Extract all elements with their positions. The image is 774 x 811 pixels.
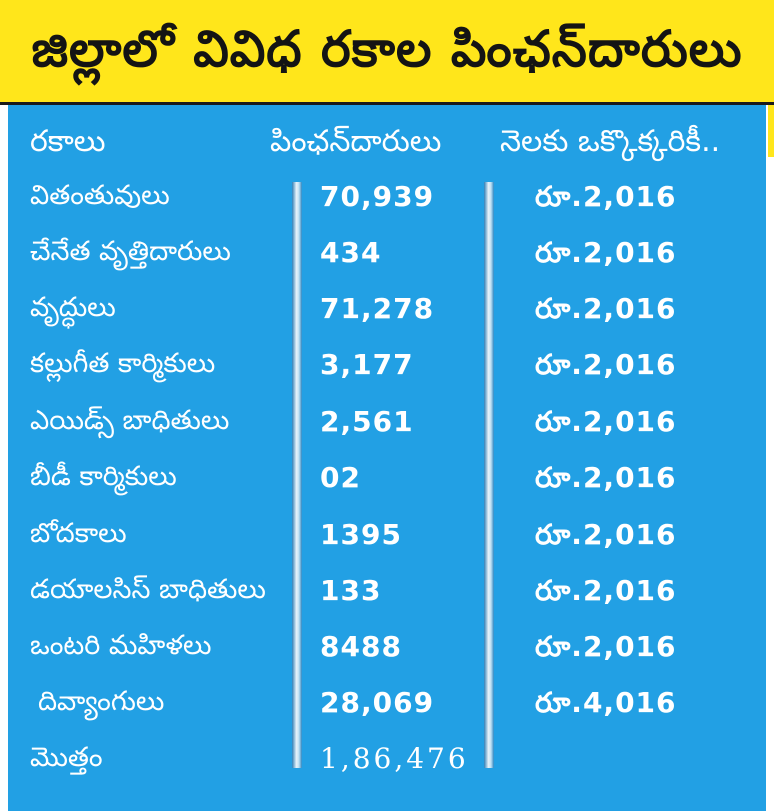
row-amount: రూ.2,016 xyxy=(535,518,677,551)
row-amount: రూ.2,016 xyxy=(535,630,677,663)
total-label: మొత్తం xyxy=(30,742,103,773)
page-title: జిల్లాలో వివిధ రకాల పింఛన్‌దారులు xyxy=(31,20,743,78)
row-amount: రూ.2,016 xyxy=(535,348,677,381)
title-banner: జిల్లాలో వివిధ రకాల పింఛన్‌దారులు xyxy=(0,0,774,105)
table-row: డయాలసిస్ బాధితులు 133 రూ.2,016 xyxy=(0,574,774,614)
total-row: మొత్తం 1,86,476 xyxy=(0,742,774,782)
row-count: 2,561 xyxy=(320,405,414,438)
row-amount: రూ.4,016 xyxy=(535,686,677,719)
column-divider xyxy=(484,182,494,768)
row-type: వితంతువులు xyxy=(30,180,170,211)
table-row: కల్లుగీత కార్మికులు 3,177 రూ.2,016 xyxy=(0,348,774,388)
table-row: ఎయిడ్స్ బాధితులు 2,561 రూ.2,016 xyxy=(0,405,774,445)
row-type: బోదకాలు xyxy=(30,518,127,549)
row-count: 8488 xyxy=(320,630,402,663)
row-type: దివ్యాంగులు xyxy=(38,686,165,717)
row-amount: రూ.2,016 xyxy=(535,292,677,325)
row-amount: రూ.2,016 xyxy=(535,461,677,494)
table-panel xyxy=(8,105,766,811)
row-count: 434 xyxy=(320,236,382,269)
table-row: ఒంటరి మహిళలు 8488 రూ.2,016 xyxy=(0,630,774,670)
row-count: 3,177 xyxy=(320,348,414,381)
column-divider xyxy=(292,182,302,768)
total-count: 1,86,476 xyxy=(320,742,469,775)
row-type: కల్లుగీత కార్మికులు xyxy=(30,348,216,379)
row-type: ఎయిడ్స్ బాధితులు xyxy=(30,405,230,436)
row-type: బీడీ కార్మికులు xyxy=(30,461,177,492)
row-amount: రూ.2,016 xyxy=(535,574,677,607)
row-count: 1395 xyxy=(320,518,402,551)
table-row: బీడీ కార్మికులు 02 రూ.2,016 xyxy=(0,461,774,501)
row-count: 02 xyxy=(320,461,361,494)
row-type: ఒంటరి మహిళలు xyxy=(30,630,212,661)
header-type: రకాలు xyxy=(30,124,106,159)
row-type: డయాలసిస్ బాధితులు xyxy=(30,574,266,605)
row-amount: రూ.2,016 xyxy=(535,236,677,269)
row-count: 133 xyxy=(320,574,382,607)
row-amount: రూ.2,016 xyxy=(535,405,677,438)
row-type: చేనేత వృత్తిదారులు xyxy=(30,236,231,267)
row-count: 70,939 xyxy=(320,180,435,213)
table-row: వృద్ధులు 71,278 రూ.2,016 xyxy=(0,292,774,332)
header-monthly-amount: నెలకు ఒక్కొక్కరికీ.. xyxy=(500,124,721,159)
table-row: వితంతువులు 70,939 రూ.2,016 xyxy=(0,180,774,220)
title-banner-tab xyxy=(768,105,774,157)
header-pensioners: పింఛన్‌దారులు xyxy=(270,124,442,159)
row-amount: రూ.2,016 xyxy=(535,180,677,213)
table-row: చేనేత వృత్తిదారులు 434 రూ.2,016 xyxy=(0,236,774,276)
row-count: 28,069 xyxy=(320,686,435,719)
row-count: 71,278 xyxy=(320,292,435,325)
row-type: వృద్ధులు xyxy=(30,292,116,323)
table-row: బోదకాలు 1395 రూ.2,016 xyxy=(0,518,774,558)
table-row: దివ్యాంగులు 28,069 రూ.4,016 xyxy=(0,686,774,726)
